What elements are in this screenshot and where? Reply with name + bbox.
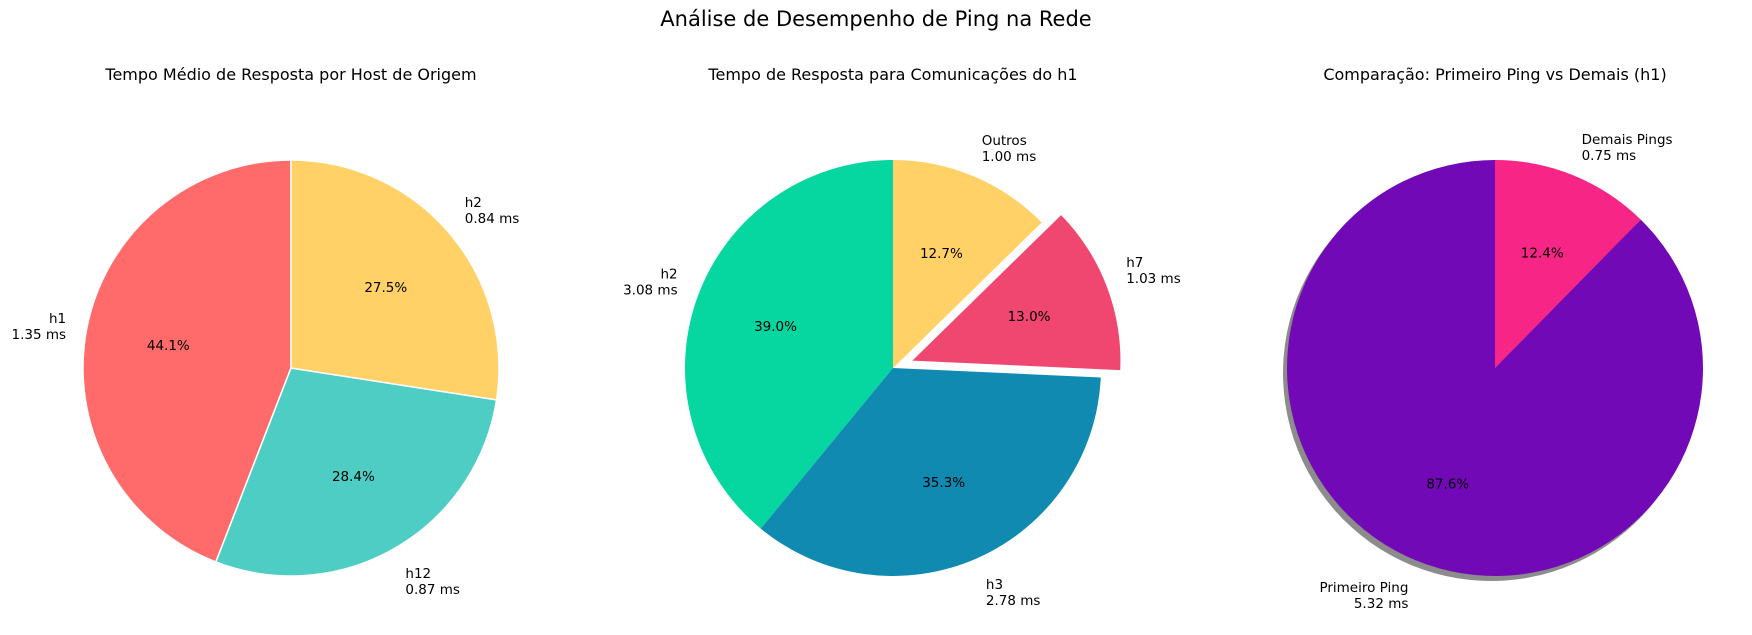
pie-slice-value: 1.35 ms	[12, 327, 67, 343]
pie-slice-name: Primeiro Ping	[1319, 580, 1408, 596]
pie-slice-percent: 44.1%	[147, 338, 190, 354]
pie-slice-label-h2: h23.08 ms	[623, 267, 678, 299]
pie-slice-name: h1	[49, 311, 66, 327]
pie-slice-name: h2	[465, 195, 482, 211]
pie-slice-label-h2: h20.84 ms	[465, 195, 520, 227]
pie-chart-title: Comparação: Primeiro Ping vs Demais (h1)	[1323, 65, 1666, 84]
pie-chart-title: Tempo de Resposta para Comunicações do h…	[707, 65, 1077, 84]
pie-slice-outros	[893, 160, 1042, 368]
pie-slice-percent: 87.6%	[1426, 477, 1469, 493]
pie-slice-h12	[215, 367, 498, 577]
pie-slice-label-h3: h32.78 ms	[986, 577, 1041, 609]
pie-slice-primeiro-ping	[1287, 160, 1704, 576]
pie-slice-value: 1.00 ms	[982, 149, 1037, 165]
pie-slice-name: h2	[660, 267, 677, 283]
pie-slice-percent: 12.4%	[1521, 245, 1564, 261]
pie-slice-value: 1.03 ms	[1126, 271, 1181, 287]
pie-slice-value: 2.78 ms	[986, 593, 1041, 609]
pie-slice-h7	[912, 215, 1121, 371]
pie-slice-name: Outros	[982, 133, 1027, 149]
pie-slice-percent: 35.3%	[922, 475, 965, 491]
pie-slice-h2	[290, 159, 500, 401]
pie-slice-name: Demais Pings	[1582, 132, 1673, 148]
pie-chart-1: Tempo Médio de Resposta por Host de Orig…	[12, 65, 520, 598]
pie-slice-demais-pings	[1495, 160, 1641, 368]
pie-slice-percent: 27.5%	[364, 280, 407, 296]
pie-slice-value: 5.32 ms	[1354, 596, 1409, 612]
pie-chart-title: Tempo Médio de Resposta por Host de Orig…	[104, 65, 476, 84]
pie-chart-3: Comparação: Primeiro Ping vs Demais (h1)…	[1283, 65, 1704, 612]
pie-slice-h3	[760, 368, 1101, 576]
pie-slice-percent: 39.0%	[754, 319, 797, 335]
pie-slice-value: 0.87 ms	[405, 582, 460, 598]
pie-slice-name: h3	[986, 577, 1003, 593]
pie-slice-percent: 28.4%	[332, 469, 375, 485]
pie-slice-name: h7	[1126, 255, 1143, 271]
pie-slice-value: 3.08 ms	[623, 283, 678, 299]
pie-slice-percent: 12.7%	[920, 246, 963, 262]
pie-slice-value: 0.84 ms	[465, 211, 520, 227]
pie-slice-value: 0.75 ms	[1582, 148, 1637, 164]
pie-slice-name: h12	[405, 566, 431, 582]
pie-slice-label-h1: h11.35 ms	[12, 311, 67, 343]
pie-chart-2: Tempo de Resposta para Comunicações do h…	[623, 65, 1181, 609]
pie-slice-percent: 13.0%	[1008, 309, 1051, 325]
figure-title: Análise de Desempenho de Ping na Rede	[660, 7, 1091, 31]
pie-slice-h2	[685, 160, 893, 529]
pie-slice-h1	[82, 159, 292, 563]
pie-slice-label-h7: h71.03 ms	[1126, 255, 1181, 287]
